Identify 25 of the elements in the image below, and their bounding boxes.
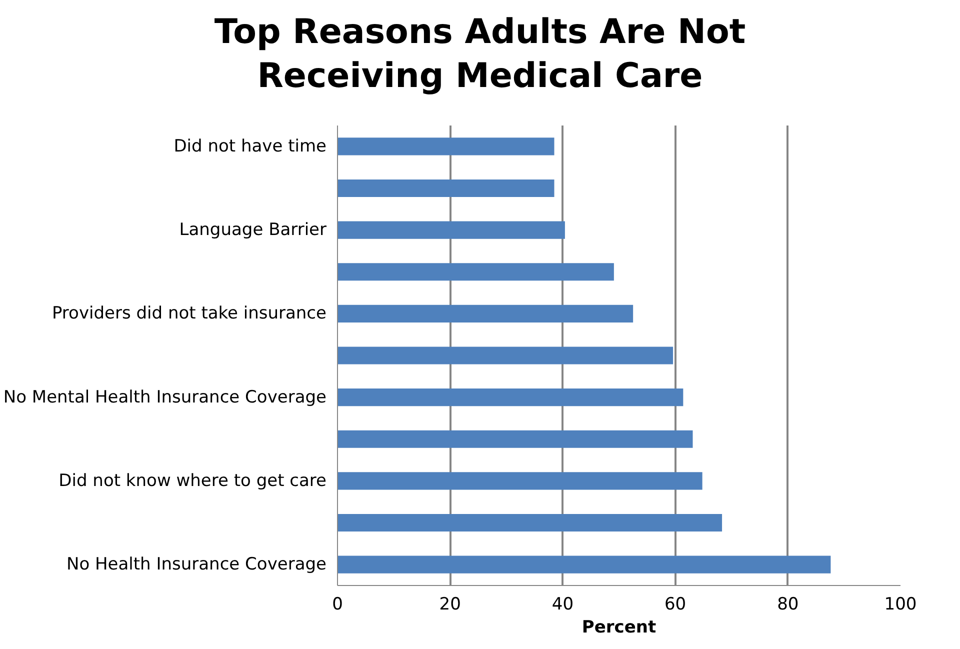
x-tick-label: 100 (884, 594, 917, 614)
y-tick-label: Did not have time (174, 136, 327, 156)
x-tick-label: 60 (664, 594, 686, 614)
x-axis-title: Percent (582, 618, 656, 638)
y-tick-label: Did not know where to get care (58, 470, 327, 491)
x-tick-label: 0 (332, 594, 343, 614)
y-tick-label: No Health Insurance Coverage (66, 554, 327, 575)
bar (338, 138, 554, 156)
bar (338, 556, 831, 574)
bar (338, 263, 614, 281)
bar (338, 472, 702, 490)
bar (338, 179, 554, 198)
bar (338, 388, 684, 406)
chart-title: Top Reasons Adults Are Not Receiving Medical Care (213, 11, 747, 98)
bar (338, 514, 722, 532)
bar (338, 304, 634, 322)
x-tick-label: 20 (439, 594, 461, 614)
bar (338, 430, 693, 448)
x-tick-label: 40 (552, 594, 574, 614)
y-tick-label: Providers did not take insurance (52, 304, 327, 324)
bar (338, 221, 565, 239)
bar (338, 346, 674, 364)
y-tick-label: Language Barrier (179, 220, 327, 240)
x-tick-label: 80 (777, 594, 799, 614)
y-tick-label: No Mental Health Insurance Coverage (3, 387, 327, 408)
